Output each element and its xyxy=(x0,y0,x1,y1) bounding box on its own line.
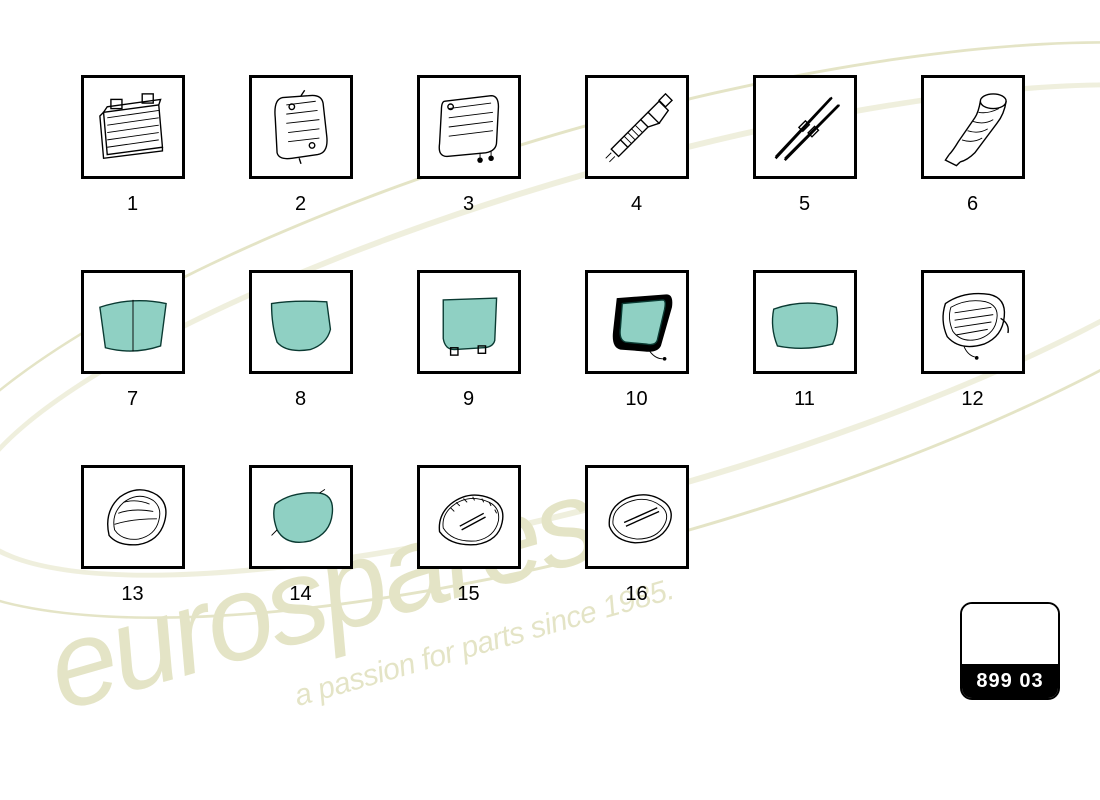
part-frame xyxy=(417,465,521,569)
part-frame xyxy=(585,75,689,179)
part-frame xyxy=(753,270,857,374)
part-frame xyxy=(81,270,185,374)
part-number: 11 xyxy=(794,388,815,411)
part-cell-poly-v-belt: 15 xyxy=(391,465,546,640)
wiper-blades-icon xyxy=(759,81,851,173)
mirror-housing-cap-icon xyxy=(87,471,179,563)
part-frame xyxy=(921,75,1025,179)
part-frame xyxy=(585,465,689,569)
part-number: 10 xyxy=(625,388,647,411)
part-frame xyxy=(921,270,1025,374)
part-cell-air-spring-strut: 6 xyxy=(895,75,1050,250)
part-cell-rear-quarter-glass: 10 xyxy=(559,270,714,445)
part-number: 2 xyxy=(295,193,306,216)
part-frame xyxy=(249,75,353,179)
part-frame xyxy=(249,270,353,374)
part-number: 12 xyxy=(961,388,983,411)
part-number: 4 xyxy=(631,193,642,216)
part-number: 1 xyxy=(127,193,138,216)
exterior-mirror-assembly-icon xyxy=(927,276,1019,368)
windscreen-glass-icon xyxy=(87,276,179,368)
part-frame xyxy=(417,270,521,374)
rear-door-glass-icon xyxy=(423,276,515,368)
part-number: 13 xyxy=(121,583,143,606)
battery-icon xyxy=(87,81,179,173)
code-badge-blank xyxy=(962,604,1058,664)
part-frame xyxy=(417,75,521,179)
diagram-code-badge: 899 03 xyxy=(960,602,1060,700)
part-number: 3 xyxy=(463,193,474,216)
parts-diagram: eurospares a passion for parts since 198… xyxy=(0,0,1100,800)
part-cell-rear-brake-pad-set: 3 xyxy=(391,75,546,250)
spark-plug-icon xyxy=(591,81,683,173)
rear-quarter-glass-icon xyxy=(591,276,683,368)
part-frame xyxy=(753,75,857,179)
part-cell-exterior-mirror-assembly: 12 xyxy=(895,270,1050,445)
part-cell-spark-plug: 4 xyxy=(559,75,714,250)
mirror-glass-icon xyxy=(255,471,347,563)
part-number: 15 xyxy=(457,583,479,606)
part-number: 7 xyxy=(127,388,138,411)
part-cell-rear-door-glass: 9 xyxy=(391,270,546,445)
poly-v-belt-icon xyxy=(423,471,515,563)
part-cell-windscreen-glass: 7 xyxy=(55,270,210,445)
part-frame xyxy=(249,465,353,569)
front-door-glass-icon xyxy=(255,276,347,368)
part-cell-battery: 1 xyxy=(55,75,210,250)
part-frame xyxy=(81,465,185,569)
drive-belt-icon xyxy=(591,471,683,563)
part-number: 16 xyxy=(625,583,647,606)
part-number: 6 xyxy=(967,193,978,216)
part-number: 5 xyxy=(799,193,810,216)
diagram-code-label: 899 03 xyxy=(962,664,1058,698)
rear-screen-glass-icon xyxy=(759,276,851,368)
part-cell-rear-screen-glass: 11 xyxy=(727,270,882,445)
air-spring-strut-icon xyxy=(927,81,1019,173)
part-cell-front-door-glass: 8 xyxy=(223,270,378,445)
part-frame xyxy=(585,270,689,374)
part-cell-mirror-glass: 14 xyxy=(223,465,378,640)
rear-brake-pad-set-icon xyxy=(423,81,515,173)
part-number: 14 xyxy=(289,583,311,606)
part-cell-drive-belt: 16 xyxy=(559,465,714,640)
part-number: 8 xyxy=(295,388,306,411)
part-number: 9 xyxy=(463,388,474,411)
part-cell-mirror-housing-cap: 13 xyxy=(55,465,210,640)
part-cell-front-brake-pad-set: 2 xyxy=(223,75,378,250)
parts-grid: 12345678910111213141516 xyxy=(55,75,1050,640)
front-brake-pad-set-icon xyxy=(255,81,347,173)
part-cell-wiper-blades: 5 xyxy=(727,75,882,250)
part-frame xyxy=(81,75,185,179)
